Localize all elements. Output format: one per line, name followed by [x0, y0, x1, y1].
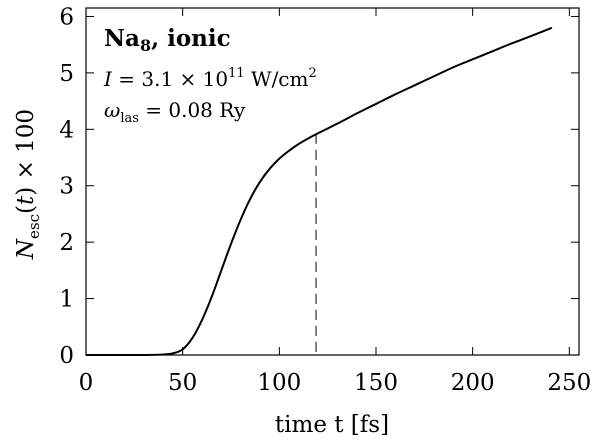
annotation-frequency: ωlas = 0.08 Ry	[104, 98, 246, 126]
tick-marks	[85, 8, 579, 356]
plot-frame	[85, 7, 580, 356]
y-tick-label: 5	[59, 61, 74, 87]
x-tick-label: 0	[79, 370, 94, 396]
x-tick-label: 150	[354, 370, 398, 396]
x-tick-label: 250	[547, 370, 591, 396]
series-line	[86, 26, 553, 356]
x-tick-label: 200	[451, 370, 495, 396]
y-axis-label: Nesc(t) × 100	[13, 109, 43, 260]
annotation-intensity: I = 3.1 × 1011 W/cm2	[103, 66, 317, 91]
tick-labels: 0 50 100 150 200 250 0 1 2 3 4 5 6	[59, 4, 591, 396]
x-tick-label: 100	[257, 370, 301, 396]
y-tick-label: 2	[59, 230, 74, 256]
x-tick-label: 50	[168, 370, 197, 396]
y-tick-label: 1	[59, 287, 74, 313]
annotation-system: Na8, ionic	[104, 25, 231, 55]
y-tick-label: 4	[59, 117, 74, 143]
y-tick-label: 3	[59, 174, 74, 200]
y-tick-label: 6	[59, 4, 74, 30]
x-axis-label: time t [fs]	[275, 412, 389, 438]
y-tick-label: 0	[59, 343, 74, 369]
